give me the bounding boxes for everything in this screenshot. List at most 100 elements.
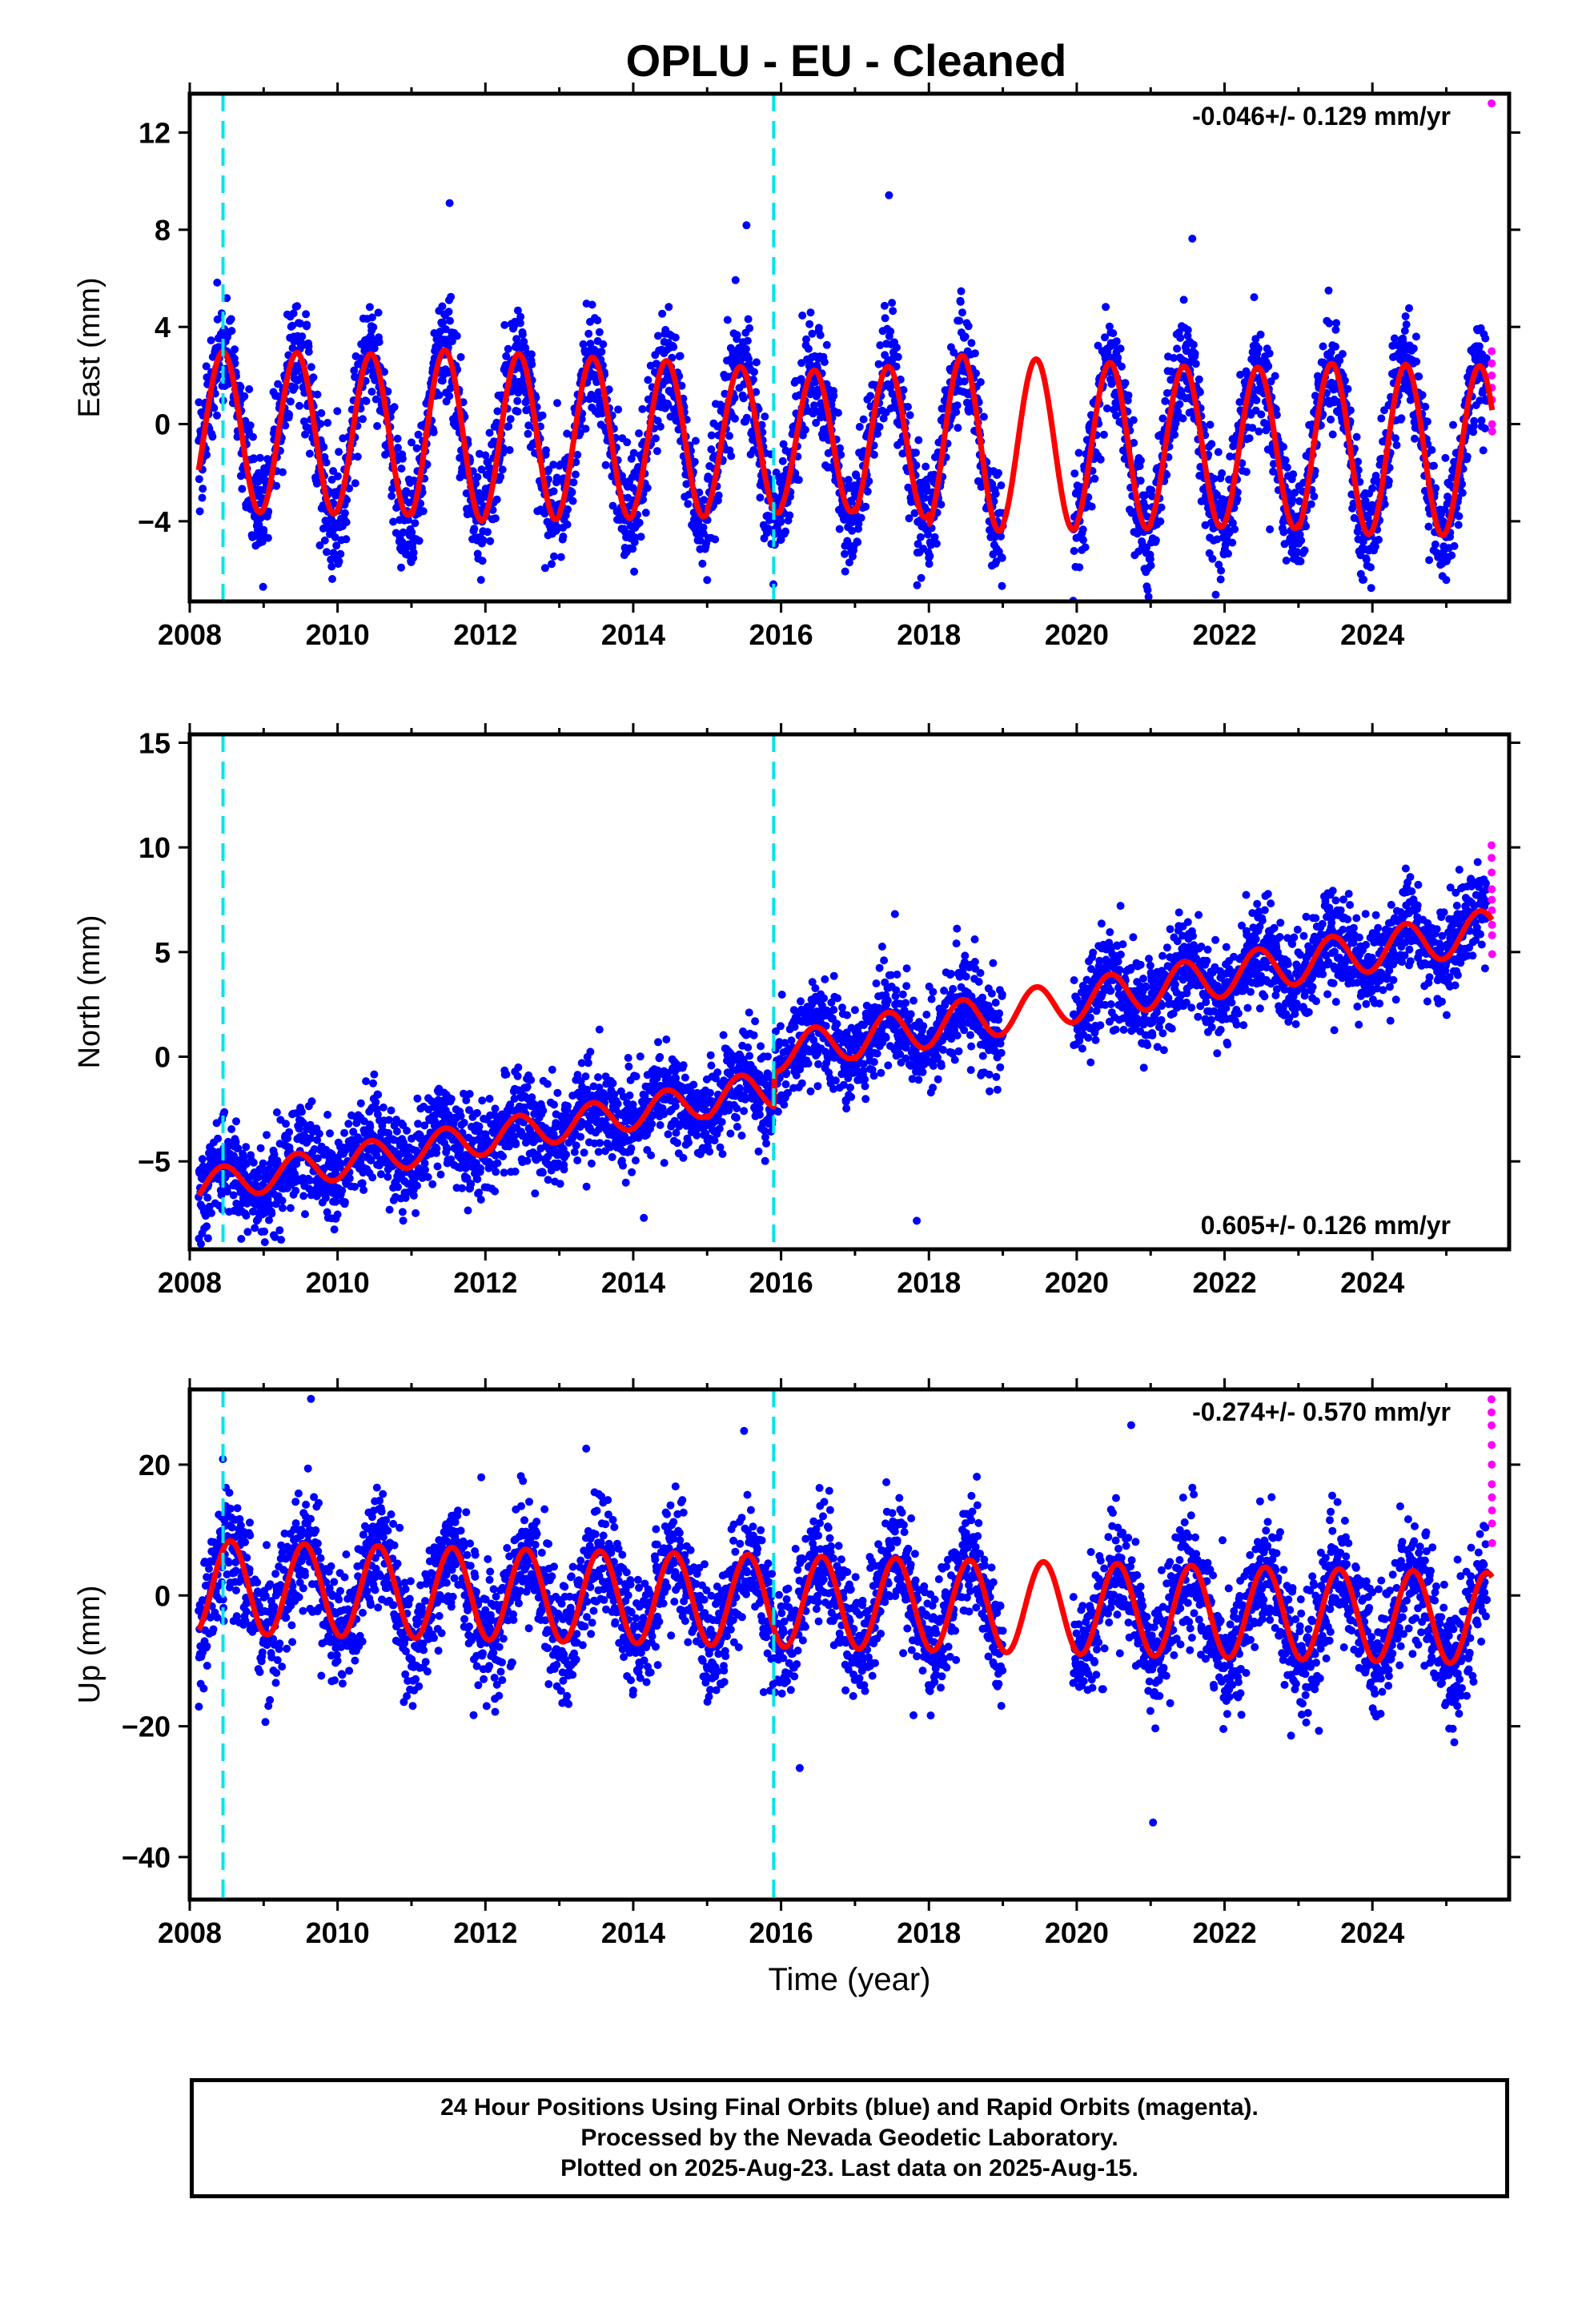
data-point xyxy=(829,392,838,400)
data-point xyxy=(1352,432,1361,441)
data-point xyxy=(327,562,336,571)
data-point xyxy=(540,564,549,573)
y-tick-label: 4 xyxy=(155,311,171,344)
data-point xyxy=(476,1196,485,1204)
data-point xyxy=(274,380,283,388)
data-point xyxy=(932,539,941,548)
rapid-point xyxy=(1488,99,1496,108)
data-point xyxy=(301,430,309,439)
data-point xyxy=(1475,342,1484,351)
data-point xyxy=(920,493,929,502)
data-point xyxy=(742,221,751,230)
data-point xyxy=(926,552,934,561)
data-point xyxy=(394,1183,402,1192)
data-point xyxy=(302,310,311,319)
data-point xyxy=(1178,414,1187,423)
data-point xyxy=(548,560,556,569)
data-point xyxy=(1427,445,1436,454)
data-point xyxy=(1257,410,1266,419)
data-point xyxy=(707,445,716,454)
data-point xyxy=(1212,490,1221,499)
data-point xyxy=(1175,400,1184,408)
data-point xyxy=(889,307,897,316)
data-point xyxy=(446,384,455,392)
data-point xyxy=(371,395,380,404)
data-point xyxy=(387,492,396,501)
data-point xyxy=(473,1108,481,1117)
data-point xyxy=(654,332,662,340)
data-point xyxy=(1096,455,1105,464)
data-point xyxy=(1112,411,1120,420)
data-point xyxy=(601,460,610,469)
data-point xyxy=(330,1225,339,1234)
data-point xyxy=(1156,517,1165,526)
rapid-point xyxy=(1488,359,1496,368)
data-point xyxy=(639,495,648,504)
data-point xyxy=(869,450,878,459)
data-point xyxy=(447,1095,456,1104)
data-point xyxy=(392,1127,401,1136)
data-point xyxy=(569,478,578,487)
data-point xyxy=(333,407,342,416)
data-point xyxy=(370,1070,379,1079)
data-point xyxy=(752,388,761,396)
data-point xyxy=(1418,391,1427,400)
data-point xyxy=(742,344,750,353)
data-point xyxy=(1324,286,1333,295)
data-point xyxy=(711,535,720,544)
rate-annotation: -0.046+/- 0.129 mm/yr xyxy=(1192,102,1451,131)
data-point xyxy=(1289,470,1298,479)
data-point xyxy=(1207,440,1216,448)
data-point xyxy=(816,331,825,340)
data-point xyxy=(671,333,680,342)
data-point xyxy=(635,518,644,527)
x-tick-label: 2018 xyxy=(897,618,961,651)
data-point xyxy=(335,557,343,565)
data-point xyxy=(412,444,421,452)
data-point xyxy=(485,428,494,437)
data-point xyxy=(376,1170,385,1179)
data-point xyxy=(893,352,902,361)
data-point xyxy=(298,1108,306,1116)
data-point xyxy=(237,1235,246,1243)
data-point xyxy=(435,391,444,400)
data-point xyxy=(1141,502,1150,511)
data-point xyxy=(477,465,486,474)
data-point xyxy=(837,450,845,459)
data-point xyxy=(855,423,864,431)
data-point xyxy=(841,567,849,576)
data-point xyxy=(207,336,215,344)
data-point xyxy=(214,1134,223,1143)
data-point xyxy=(281,421,290,430)
x-tick-label: 2024 xyxy=(1340,618,1404,651)
data-point xyxy=(227,1125,236,1133)
data-point xyxy=(958,308,966,317)
data-point xyxy=(979,412,988,421)
data-point xyxy=(1137,456,1145,464)
data-point xyxy=(1176,334,1185,342)
data-point xyxy=(614,405,623,414)
data-point xyxy=(916,533,925,541)
data-point xyxy=(873,429,881,438)
data-point xyxy=(367,313,376,322)
y-tick-label: 0 xyxy=(155,408,171,441)
rapid-point xyxy=(1488,371,1496,380)
data-point xyxy=(1332,319,1341,328)
data-point xyxy=(905,411,914,420)
data-point xyxy=(731,275,740,284)
data-point xyxy=(1143,585,1152,594)
data-point xyxy=(805,320,814,328)
data-point xyxy=(504,422,513,431)
data-point xyxy=(259,1159,267,1168)
data-point xyxy=(1211,590,1220,599)
data-point xyxy=(1367,584,1375,593)
data-point xyxy=(1425,556,1434,565)
data-point xyxy=(899,386,908,394)
data-point xyxy=(731,414,739,423)
data-point xyxy=(520,337,528,346)
data-point xyxy=(298,332,307,341)
data-point xyxy=(465,1090,474,1098)
data-point xyxy=(608,501,617,510)
data-point xyxy=(917,573,926,582)
data-point xyxy=(886,327,895,336)
